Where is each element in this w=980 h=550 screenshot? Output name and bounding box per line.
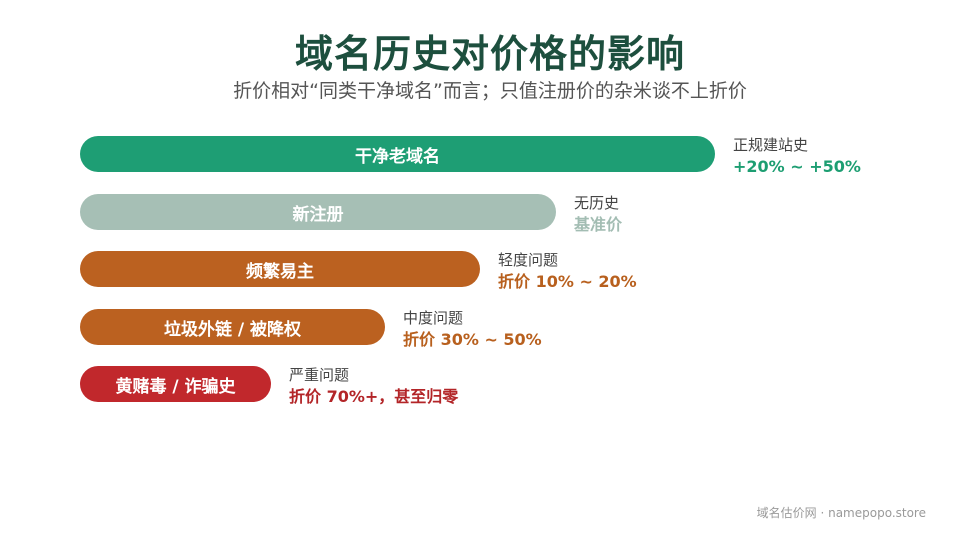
bar-4: 黄赌毒 / 诈骗史 (80, 366, 271, 402)
page-subtitle: 折价相对“同类干净域名”而言；只值注册价的杂米谈不上折价 (233, 80, 747, 102)
bar-2: 频繁易主 (80, 251, 480, 287)
annotation-label: 无历史 (574, 194, 620, 212)
bar-annotation-4: 严重问题折价 70%+，甚至归零 (289, 364, 458, 408)
annotation-value: 折价 10% ~ 20% (498, 272, 637, 291)
bar-3: 垃圾外链 / 被降权 (80, 309, 385, 345)
annotation-value: 折价 30% ~ 50% (403, 330, 542, 349)
bar-annotation-3: 中度问题折价 30% ~ 50% (403, 307, 542, 351)
annotation-label: 中度问题 (403, 309, 464, 327)
bar-annotation-0: 正规建站史 +20% ~ +50% (733, 134, 861, 178)
page-title: 域名历史对价格的影响 (294, 32, 685, 76)
annotation-label: 严重问题 (289, 366, 350, 384)
bar-annotation-1: 无历史 基准价 (574, 192, 622, 236)
footer-credit: 域名估价网 · namepopo.store (756, 506, 926, 520)
annotation-label: 正规建站史 (733, 136, 809, 154)
bar-1: 新注册 (80, 194, 556, 230)
annotation-value: +20% ~ +50% (733, 157, 861, 176)
bar-annotation-2: 轻度问题折价 10% ~ 20% (498, 249, 637, 293)
annotation-value: 基准价 (574, 215, 623, 234)
bar-0: 干净老域名 (80, 136, 715, 172)
annotation-label: 轻度问题 (498, 251, 559, 269)
annotation-value: 折价 70%+，甚至归零 (289, 387, 459, 406)
